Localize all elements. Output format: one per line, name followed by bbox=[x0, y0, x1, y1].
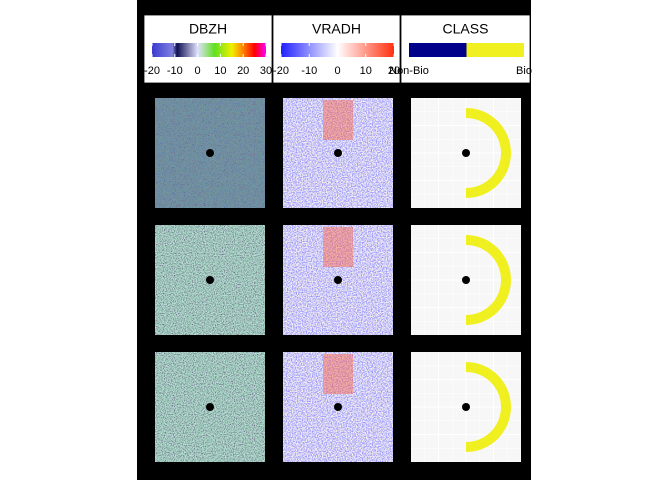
class-key bbox=[466, 43, 524, 57]
colorbar-label: 20 bbox=[388, 65, 400, 77]
panel-grid bbox=[155, 98, 521, 462]
legend-title: VRADH bbox=[312, 21, 361, 37]
class-ring bbox=[466, 235, 511, 325]
legend-title: CLASS bbox=[443, 21, 489, 37]
radar-site bbox=[334, 276, 342, 284]
legend-area: DBZH -20 -10 0 10 20 30 VRADH -20 -10 0 10 20 CLASS No… bbox=[143, 14, 532, 84]
radar-panel bbox=[411, 352, 521, 462]
radar-panel bbox=[155, 352, 265, 462]
legend-title: DBZH bbox=[189, 21, 227, 37]
colorbar-label: 0 bbox=[334, 65, 340, 77]
class-ring bbox=[466, 108, 511, 198]
radar-site bbox=[206, 149, 214, 157]
radar-panel bbox=[283, 225, 393, 335]
radar-site bbox=[206, 403, 214, 411]
colorbar-label: -20 bbox=[273, 65, 289, 77]
velocity-image bbox=[323, 100, 353, 140]
colorbar-label: 10 bbox=[360, 65, 372, 77]
colorbar-label: 0 bbox=[195, 65, 201, 77]
colorbar-label: -10 bbox=[301, 65, 317, 77]
radar-site bbox=[462, 403, 470, 411]
colorbar-label: -20 bbox=[144, 65, 160, 77]
colorbar bbox=[281, 43, 394, 57]
radar-site bbox=[462, 276, 470, 284]
radar-site bbox=[206, 276, 214, 284]
colorbar-label: 30 bbox=[260, 65, 272, 77]
radar-site bbox=[462, 149, 470, 157]
colorbar-label: -10 bbox=[167, 65, 183, 77]
radar-panel bbox=[283, 352, 393, 462]
class-label: Bio bbox=[516, 65, 532, 77]
class-ring bbox=[466, 362, 511, 452]
colorbar-label: 10 bbox=[214, 65, 226, 77]
radar-site bbox=[334, 149, 342, 157]
radar-panel bbox=[411, 225, 521, 335]
radar-panel bbox=[283, 98, 393, 208]
velocity-image bbox=[323, 354, 353, 394]
radar-site bbox=[334, 403, 342, 411]
radar-panel bbox=[155, 225, 265, 335]
colorbar-label: 20 bbox=[237, 65, 249, 77]
radar-panel bbox=[411, 98, 521, 208]
class-key bbox=[409, 43, 467, 57]
colorbar bbox=[152, 43, 266, 57]
class-label: Non-Bio bbox=[389, 65, 429, 77]
velocity-image bbox=[323, 227, 353, 267]
radar-panel bbox=[155, 98, 265, 208]
